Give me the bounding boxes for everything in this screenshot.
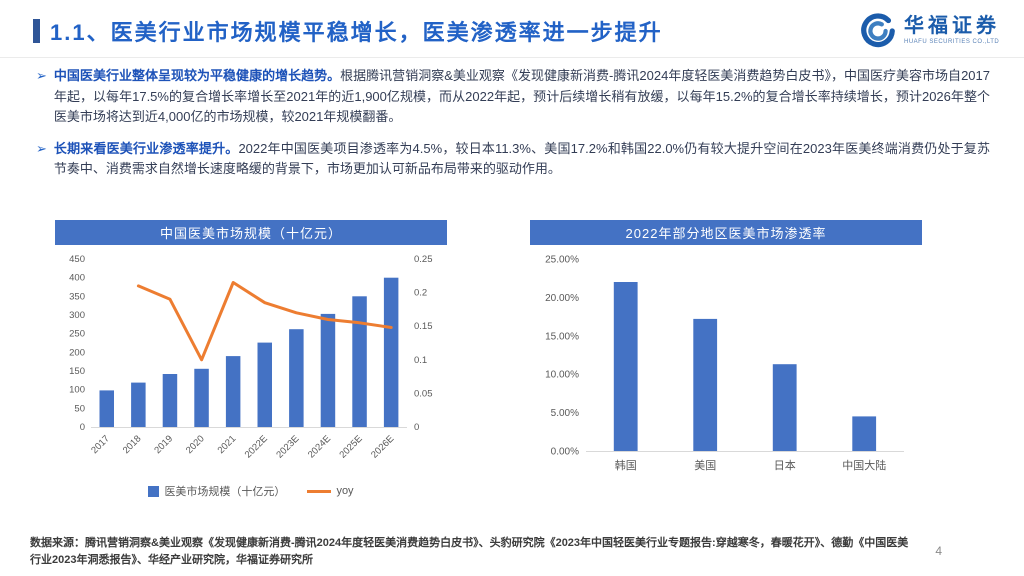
svg-text:150: 150: [69, 366, 85, 377]
bullet-item-2: ➢ 长期来看医美行业渗透率提升。2022年中国医美项目渗透率为4.5%，较日本1…: [36, 139, 990, 180]
bar-2020: [194, 368, 209, 427]
page-number: 4: [935, 544, 942, 558]
svg-text:0.15: 0.15: [414, 321, 433, 332]
data-source-note: 数据来源：腾讯营销洞察&美业观察《发现健康新消费-腾讯2024年度轻医美消费趋势…: [30, 537, 909, 566]
legend-label: yoy: [336, 485, 354, 497]
bar-2023E: [289, 329, 304, 427]
svg-text:2024E: 2024E: [306, 433, 333, 460]
bullet-lead-1: 中国医美行业整体呈现较为平稳健康的增长趋势。: [53, 68, 341, 83]
svg-text:0.25: 0.25: [414, 254, 433, 265]
svg-text:5.00%: 5.00%: [551, 408, 579, 419]
bar-日本: [772, 364, 797, 451]
svg-text:2022E: 2022E: [243, 433, 270, 460]
svg-text:2018: 2018: [121, 433, 144, 456]
svg-text:0.1: 0.1: [414, 355, 427, 366]
market-size-chart-title: 中国医美市场规模（十亿元）: [55, 220, 447, 245]
bullet-lead-2: 长期来看医美行业渗透率提升。: [53, 140, 239, 156]
svg-text:25.00%: 25.00%: [545, 255, 579, 266]
legend-label: 医美市场规模（十亿元）: [164, 486, 286, 498]
svg-text:0: 0: [80, 422, 85, 433]
charts-row: 中国医美市场规模（十亿元） 0 50 100 150 200 250 300 350 400 45…: [55, 220, 922, 499]
svg-text:0.05: 0.05: [414, 388, 433, 399]
yoy-line: [136, 281, 393, 362]
penetration-chart-svg: 0.00% 5.00% 10.00% 15.00% 20.00% 25.00% 韩国 美国 日本…: [545, 255, 904, 472]
svg-text:2023E: 2023E: [274, 433, 301, 460]
svg-text:0.00%: 0.00%: [551, 447, 579, 458]
legend-item-yoy: yoy: [307, 485, 354, 497]
logo-swirl-icon: [861, 12, 895, 47]
market-size-chart-svg: 0 50 100 150 200 250 300 350 400 450 0 0.05 0.1 0.15 0…: [69, 254, 433, 461]
svg-text:2019: 2019: [152, 433, 175, 456]
bar-2017: [99, 390, 114, 427]
svg-text:2017: 2017: [89, 433, 112, 456]
svg-text:中国大陆: 中国大陆: [842, 458, 886, 472]
bullet-item-1: ➢ 中国医美行业整体呈现较为平稳健康的增长趋势。根据腾讯营销洞察&美业观察《发现…: [36, 66, 990, 128]
svg-text:400: 400: [69, 273, 85, 284]
svg-text:2026E: 2026E: [369, 433, 396, 460]
bar-中国大陆: [852, 416, 877, 451]
bullet-body-2: 2022年中国医美项目渗透率为4.5%，较日本11.3%、美国17.2%和韩国2…: [53, 140, 990, 177]
svg-text:100: 100: [69, 385, 85, 396]
bar-2019: [162, 374, 178, 427]
bar-2024E: [320, 313, 336, 427]
chart-penetration: 2022年部分地区医美市场渗透率 0.00% 5.00% 10.00% 15.00% 2…: [530, 220, 922, 499]
svg-text:50: 50: [74, 403, 85, 414]
bar-韩国: [613, 282, 638, 451]
bar-swatch-icon: [148, 485, 160, 497]
logo-company-subtitle: HUAFU SECURITIES CO.,LTD: [904, 39, 1000, 46]
bullet-arrow-icon: ➢: [36, 140, 47, 156]
chart-market-size: 中国医美市场规模（十亿元） 0 50 100 150 200 250 300 350 400 45…: [55, 220, 447, 499]
bullet-text-1: 中国医美行业整体呈现较为平稳健康的增长趋势。根据腾讯营销洞察&美业观察《发现健康…: [54, 66, 990, 128]
svg-text:200: 200: [69, 347, 85, 358]
line-swatch-icon: [307, 489, 332, 493]
legend-item-market-size: 医美市场规模（十亿元）: [148, 483, 285, 499]
bullet-arrow-icon: ➢: [36, 68, 47, 83]
penetration-chart-canvas: 0.00% 5.00% 10.00% 15.00% 20.00% 25.00% 韩国 美国 日本…: [530, 245, 922, 485]
svg-text:2020: 2020: [184, 433, 207, 456]
svg-text:450: 450: [69, 254, 85, 265]
header-divider: [0, 57, 1024, 58]
svg-text:0: 0: [414, 422, 419, 433]
bar-2018: [131, 382, 146, 427]
svg-text:美国: 美国: [694, 459, 716, 472]
svg-text:15.00%: 15.00%: [545, 331, 579, 342]
svg-text:20.00%: 20.00%: [545, 293, 579, 304]
logo-text: 华福证券 HUAFU SECURITIES CO.,LTD: [904, 15, 1000, 46]
svg-text:300: 300: [69, 310, 85, 321]
svg-text:350: 350: [69, 291, 85, 302]
company-logo: 华福证券 HUAFU SECURITIES CO.,LTD: [859, 12, 1000, 50]
svg-text:韩国: 韩国: [615, 458, 637, 472]
svg-text:2021: 2021: [216, 433, 239, 456]
bar-2026E: [383, 277, 399, 427]
logo-company-name: 华福证券: [904, 15, 1000, 38]
svg-text:250: 250: [69, 329, 85, 340]
bar-美国: [693, 318, 718, 451]
slide-footer: 数据来源：腾讯营销洞察&美业观察《发现健康新消费-腾讯2024年度轻医美消费趋势…: [30, 535, 914, 568]
title-block: 1.1、医美行业市场规模平稳增长，医美渗透率进一步提升: [33, 15, 663, 47]
market-size-chart-legend: 医美市场规模（十亿元） yoy: [55, 483, 447, 499]
svg-text:日本: 日本: [774, 458, 796, 472]
bar-2025E: [352, 296, 367, 427]
bar-2021: [225, 356, 241, 427]
page-title: 1.1、医美行业市场规模平稳增长，医美渗透率进一步提升: [50, 19, 663, 45]
bar-2022E: [257, 342, 272, 427]
svg-text:10.00%: 10.00%: [545, 370, 579, 381]
bullet-body-1: 根据腾讯营销洞察&美业观察《发现健康新消费-腾讯2024年度轻医美消费趋势白皮书…: [53, 68, 990, 125]
svg-text:2025E: 2025E: [338, 433, 365, 460]
bullet-list: ➢ 中国医美行业整体呈现较为平稳健康的增长趋势。根据腾讯营销洞察&美业观察《发现…: [36, 66, 990, 191]
bullet-text-2: 长期来看医美行业渗透率提升。2022年中国医美项目渗透率为4.5%，较日本11.…: [54, 139, 990, 180]
market-size-chart-canvas: 0 50 100 150 200 250 300 350 400 450 0 0.05 0.1 0.15 0…: [55, 245, 447, 483]
penetration-chart-title: 2022年部分地区医美市场渗透率: [530, 220, 922, 245]
title-accent-bar: [33, 18, 40, 43]
svg-text:0.2: 0.2: [414, 288, 427, 299]
slide-header: 1.1、医美行业市场规模平稳增长，医美渗透率进一步提升 华福证券 HUAFU S…: [0, 0, 1024, 57]
